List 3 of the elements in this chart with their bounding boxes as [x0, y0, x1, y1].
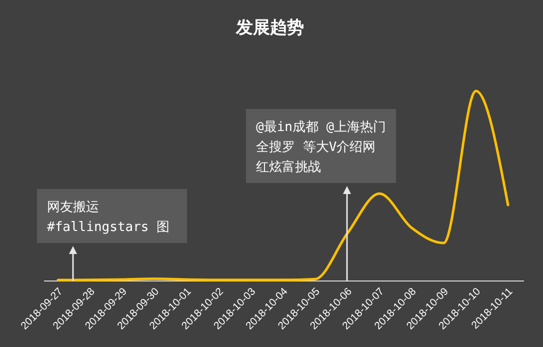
- chart-title: 发展趋势: [235, 18, 304, 38]
- annotation: 网友搬运 #fallingstars 图: [47, 200, 170, 235]
- annotation: @最in成都 @上海热门全搜罗 等大V介绍网红炫富挑战: [256, 119, 386, 175]
